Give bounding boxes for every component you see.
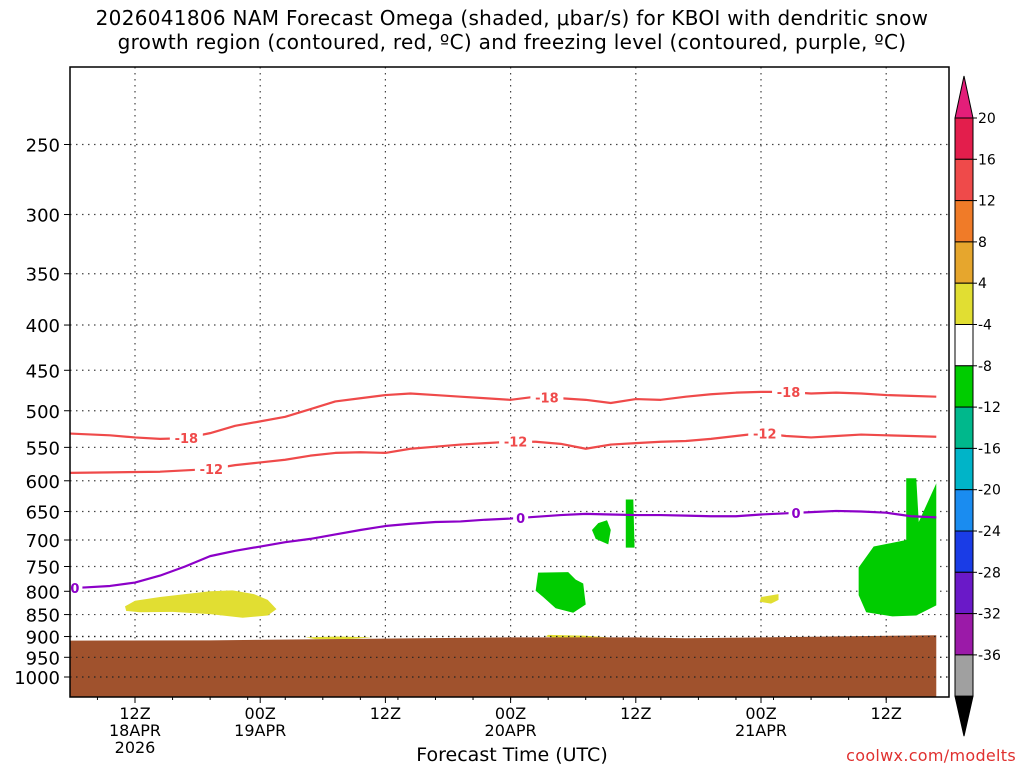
colorbar-swatch (954, 282, 974, 326)
chart-title-line-2: growth region (contoured, red, ºC) and f… (117, 30, 907, 54)
y-tick-label: 600 (26, 472, 60, 493)
contour-label: 0 (70, 582, 79, 597)
omega-region (625, 499, 635, 548)
contour-line (70, 509, 937, 590)
omega-region (305, 636, 373, 640)
x-tick-label: 12Z (620, 704, 651, 723)
colorbar-label: -8 (978, 359, 992, 375)
colorbar-swatch (954, 654, 974, 697)
y-tick-label: 550 (26, 438, 60, 459)
colorbar-swatch (954, 365, 974, 408)
colorbar-swatch (954, 241, 974, 284)
contour-label-bg (772, 384, 806, 401)
contour-label-bg (788, 504, 804, 521)
contour-label-bg (513, 509, 529, 526)
y-tick-label: 400 (26, 316, 60, 337)
credit-text: coolwx.com/modelts (846, 746, 1016, 765)
x-tick-label: 12Z (871, 704, 902, 723)
contour-label: -18 (777, 386, 801, 401)
colorbar-swatch (954, 117, 974, 160)
colorbar-label: -24 (978, 524, 1001, 540)
colorbar-label: 16 (978, 152, 996, 168)
y-tick-label: 750 (26, 557, 60, 578)
x-tick-label: 19APR (234, 721, 286, 740)
colorbar-label: 12 (978, 194, 996, 210)
x-tick-label: 20APR (485, 721, 537, 740)
y-tick-label: 450 (26, 361, 60, 382)
contour-label-bg (70, 579, 83, 596)
contour-label: -18 (535, 391, 559, 406)
colorbar-swatch (954, 324, 974, 367)
contour-label-bg (194, 460, 228, 477)
x-tick-label: 12Z (119, 704, 150, 723)
colorbar-label: 20 (978, 111, 996, 127)
colorbar-bottom-arrow (954, 695, 974, 737)
y-tick-label: 250 (26, 136, 60, 157)
chart-title: 2026041806 NAM Forecast Omega (shaded, μ… (0, 6, 1024, 54)
x-tick-label: 12Z (370, 704, 401, 723)
y-axis: 2503003504004505005506006507007508008509… (14, 136, 70, 689)
colorbar-label: -16 (978, 441, 1001, 457)
y-tick-label: 950 (26, 648, 60, 669)
x-tick-label: 2026 (115, 738, 156, 757)
colorbar: 20 16 12 8 4 -4 -8 -12 -16 -20 -24 -28 -32 -36 (954, 75, 1001, 737)
contour-lines: -18 -18 -18 -12 -12 -12 0 0 0 (70, 384, 937, 597)
contour-label: -18 (175, 432, 199, 447)
x-tick-label: 18APR (109, 721, 161, 740)
colorbar-label: 4 (978, 276, 987, 292)
contour-label: -12 (200, 463, 224, 478)
y-tick-label: 700 (26, 531, 60, 552)
contour-label: 0 (792, 507, 801, 522)
contour-label: -12 (504, 436, 528, 451)
omega-region (858, 478, 937, 617)
colorbar-label: 8 (978, 235, 987, 251)
contour-label-bg (169, 429, 203, 446)
y-tick-label: 650 (26, 503, 60, 524)
omega-region (591, 520, 611, 545)
colorbar-top-arrow (954, 75, 974, 119)
colorbar-label: -20 (978, 483, 1001, 499)
y-tick-label: 500 (26, 402, 60, 423)
y-tick-label: 900 (26, 628, 60, 649)
colorbar-swatch (954, 530, 974, 573)
colorbar-swatch (954, 200, 974, 243)
y-tick-label: 1000 (14, 668, 60, 689)
colorbar-swatch (954, 613, 974, 656)
colorbar-label: -12 (978, 400, 1001, 416)
y-tick-label: 350 (26, 265, 60, 286)
y-tick-label: 850 (26, 606, 60, 627)
x-tick-label: 00Z (495, 704, 526, 723)
colorbar-label: -4 (978, 318, 992, 334)
colorbar-label: -28 (978, 565, 1001, 581)
y-tick-label: 300 (26, 206, 60, 227)
colorbar-swatch (954, 406, 974, 449)
colorbar-label: -36 (978, 648, 1001, 664)
colorbar-swatch (954, 571, 974, 615)
y-tick-label: 800 (26, 582, 60, 603)
contour-line (70, 432, 937, 474)
contour-label: 0 (516, 512, 525, 527)
x-tick-label: 00Z (745, 704, 776, 723)
terrain (70, 635, 949, 697)
plot-frame (69, 66, 950, 698)
contour-label-bg (499, 433, 533, 450)
contour-label-bg (748, 425, 782, 442)
x-tick-label: 00Z (245, 704, 276, 723)
colorbar-swatch (954, 447, 974, 491)
terrain-fill (70, 635, 937, 697)
contour-label-bg (530, 389, 564, 406)
x-tick-label: 21APR (735, 721, 787, 740)
colorbar-swatch (954, 158, 974, 202)
chart-title-line-1: 2026041806 NAM Forecast Omega (shaded, μ… (95, 6, 929, 30)
x-axis-title: Forecast Time (UTC) (416, 744, 608, 766)
contour-label: -12 (753, 428, 777, 443)
omega-shading (124, 478, 937, 640)
colorbar-swatch (954, 489, 974, 532)
omega-region (535, 572, 586, 613)
omega-region (124, 590, 277, 618)
colorbar-label: -32 (978, 607, 1001, 623)
omega-region (759, 594, 779, 604)
